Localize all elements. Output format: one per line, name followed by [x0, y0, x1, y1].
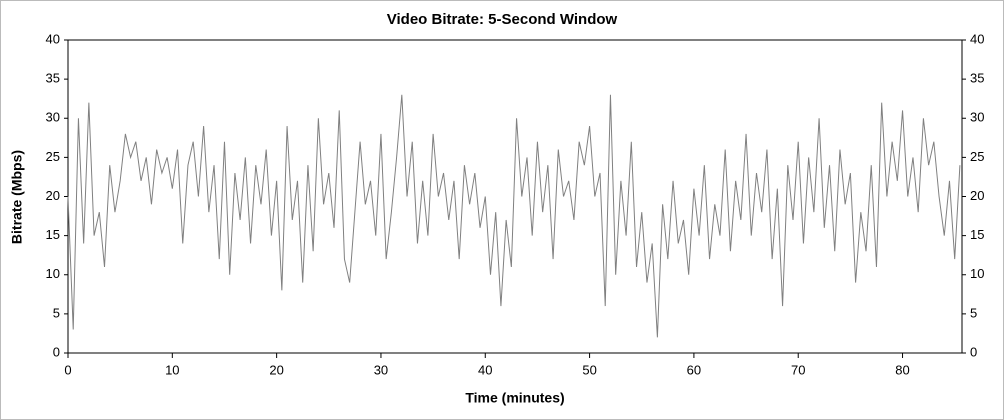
chart-title: Video Bitrate: 5-Second Window [387, 11, 618, 28]
x-tick-label: 50 [582, 362, 596, 377]
y-tick-label: 0 [53, 344, 60, 359]
y-tick-label: 35 [46, 71, 60, 86]
y2-tick-label: 20 [970, 188, 984, 203]
x-tick-label: 0 [64, 362, 71, 377]
y-tick-label: 20 [46, 188, 60, 203]
y-tick-label: 10 [46, 266, 60, 281]
y2-tick-label: 10 [970, 266, 984, 281]
y-tick-label: 30 [46, 110, 60, 125]
bitrate-line [67, 94, 961, 338]
y-tick-label: 25 [46, 149, 60, 164]
x-tick-label: 20 [269, 362, 283, 377]
y2-tick-label: 25 [970, 149, 984, 164]
y2-tick-label: 40 [970, 31, 984, 46]
x-tick-label: 30 [374, 362, 388, 377]
x-tick-label: 10 [165, 362, 179, 377]
y2-tick-label: 0 [970, 344, 977, 359]
y2-tick-label: 5 [970, 305, 977, 320]
x-tick-label: 60 [687, 362, 701, 377]
y2-tick-label: 30 [970, 110, 984, 125]
y-tick-label: 5 [53, 305, 60, 320]
x-tick-label: 70 [791, 362, 805, 377]
x-tick-label: 80 [895, 362, 909, 377]
x-axis-label: Time (minutes) [465, 390, 564, 406]
y-tick-label: 15 [46, 227, 60, 242]
y2-tick-label: 35 [970, 71, 984, 86]
y2-tick-label: 15 [970, 227, 984, 242]
y-axis-label: Bitrate (Mbps) [9, 150, 25, 244]
y-tick-label: 40 [46, 31, 60, 46]
x-tick-label: 40 [478, 362, 492, 377]
